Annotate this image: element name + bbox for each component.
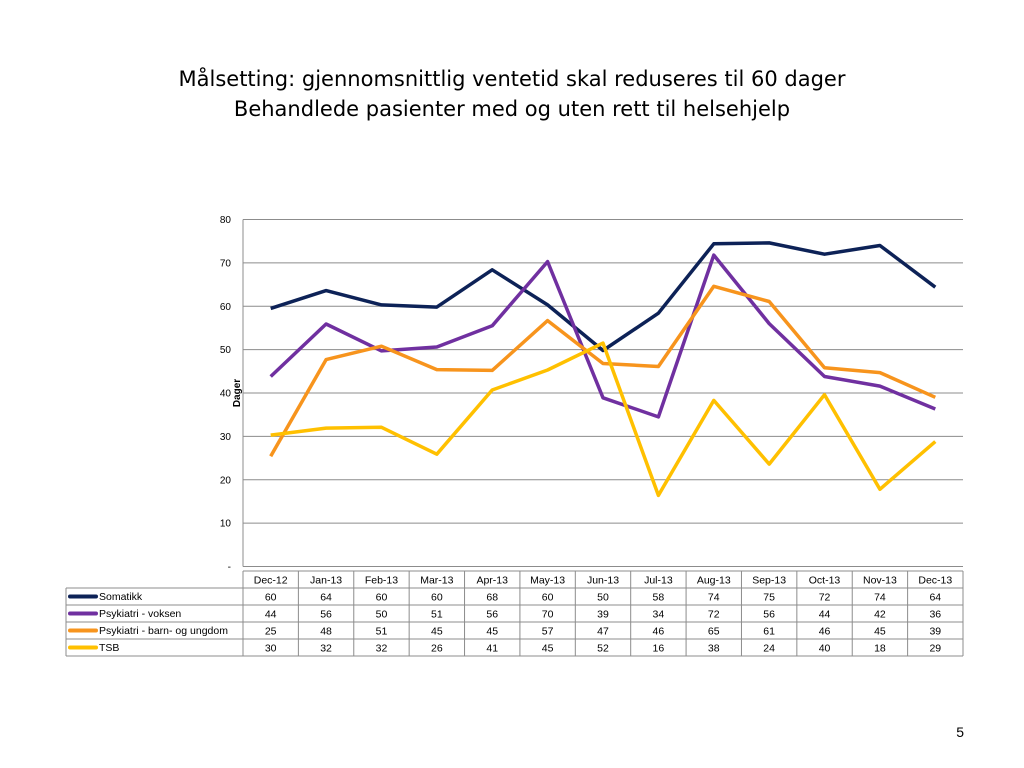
table-cell: 50: [376, 609, 388, 621]
table-cell: 56: [763, 609, 775, 621]
x-category-label: Jun-13: [587, 575, 619, 587]
table-cell: 45: [486, 626, 498, 638]
table-cell: 36: [929, 609, 941, 621]
table-cell: 72: [819, 592, 831, 604]
y-axis-ticks: - 10 20 30 40 50 60 70 80: [220, 215, 232, 573]
y-tick-label: 40: [220, 389, 232, 400]
table-cell: 75: [763, 592, 775, 604]
table-cell: 51: [376, 626, 388, 638]
legend-label: Psykiatri - barn- og ungdom: [99, 625, 228, 637]
x-category-label: Apr-13: [476, 575, 508, 587]
table-cell: 52: [597, 643, 609, 655]
series-lines: [269, 241, 937, 498]
x-category-label: Jan-13: [310, 575, 342, 587]
data-table: Dec-12 Jan-13 Feb-13 Mar-13 Apr-13 May-13 Jun-…: [65, 570, 964, 657]
table-cell: 70: [542, 609, 554, 621]
table-cell: 60: [376, 592, 388, 604]
table-cell: 68: [486, 592, 498, 604]
table-cell: 26: [431, 643, 443, 655]
table-cell: 45: [542, 643, 554, 655]
y-tick-label: 10: [220, 519, 232, 530]
table-cell: 64: [929, 592, 941, 604]
y-tick-label: 80: [220, 215, 232, 226]
x-category-label: Jul-13: [644, 575, 673, 587]
x-category-label: Aug-13: [697, 575, 731, 587]
table-cell: 32: [320, 643, 332, 655]
x-category-label: Dec-13: [918, 575, 952, 587]
table-cell: 46: [819, 626, 831, 638]
table-cell: 74: [874, 592, 886, 604]
y-tick-label: 20: [220, 475, 232, 486]
table-cell: 74: [708, 592, 720, 604]
table-cell: 60: [542, 592, 554, 604]
table-cell: 39: [929, 626, 941, 638]
table-cell: 50: [597, 592, 609, 604]
table-cell: 51: [431, 609, 443, 621]
table-cell: 18: [874, 643, 886, 655]
table-cell: 24: [763, 643, 775, 655]
x-category-label: Sep-13: [752, 575, 786, 587]
x-category-label: Nov-13: [863, 575, 897, 587]
series-line: [270, 241, 937, 353]
y-tick-label: 50: [220, 345, 232, 356]
table-cell: 44: [265, 609, 277, 621]
y-tick-label: 30: [220, 432, 232, 443]
table-cell: 45: [431, 626, 443, 638]
table-cell: 39: [597, 609, 609, 621]
table-cell: 60: [265, 592, 277, 604]
table-cell: 58: [653, 592, 665, 604]
y-axis-label: Dager: [232, 379, 243, 407]
y-tick-label: 70: [220, 258, 232, 269]
table-cell: 34: [653, 609, 665, 621]
table-cell: 64: [320, 592, 332, 604]
table-cell: 56: [320, 609, 332, 621]
legend-label: TSB: [99, 642, 119, 654]
y-tick-label: -: [228, 562, 231, 573]
title-line-1: Målsetting: gjennomsnittlig ventetid ska…: [178, 67, 846, 91]
slide-title: Målsetting: gjennomsnittlig ventetid ska…: [0, 64, 1024, 124]
x-category-label: Mar-13: [420, 575, 453, 587]
table-cell: 41: [486, 643, 498, 655]
table-cell: 46: [653, 626, 665, 638]
table-cell: 72: [708, 609, 720, 621]
x-category-label: May-13: [530, 575, 565, 587]
table-cell: 30: [265, 643, 277, 655]
table-cell: 65: [708, 626, 720, 638]
table-cell: 42: [874, 609, 886, 621]
table-cell: 45: [874, 626, 886, 638]
table-cell: 57: [542, 626, 554, 638]
page-number: 5: [956, 724, 964, 740]
x-category-label: Feb-13: [365, 575, 398, 587]
y-tick-label: 60: [220, 302, 232, 313]
legend-label: Somatikk: [99, 591, 143, 603]
gridlines: [242, 219, 963, 567]
series-line: [269, 284, 937, 458]
table-cell: 47: [597, 626, 609, 638]
table-cell: 32: [376, 643, 388, 655]
title-line-2: Behandlede pasienter med og uten rett ti…: [233, 97, 791, 121]
table-cell: 40: [819, 643, 831, 655]
table-cell: 48: [320, 626, 332, 638]
table-cell: 61: [763, 626, 775, 638]
x-category-label: Oct-13: [809, 575, 841, 587]
table-cell: 16: [653, 643, 665, 655]
table-cell: 25: [265, 626, 277, 638]
x-category-label: Dec-12: [254, 575, 288, 587]
table-cell: 38: [708, 643, 720, 655]
table-cell: 60: [431, 592, 443, 604]
table-cell: 44: [819, 609, 831, 621]
legend-label: Psykiatri - voksen: [99, 608, 181, 620]
table-cell: 56: [486, 609, 498, 621]
series-line: [270, 341, 937, 498]
table-cell: 29: [929, 643, 941, 655]
series-line: [269, 253, 936, 419]
